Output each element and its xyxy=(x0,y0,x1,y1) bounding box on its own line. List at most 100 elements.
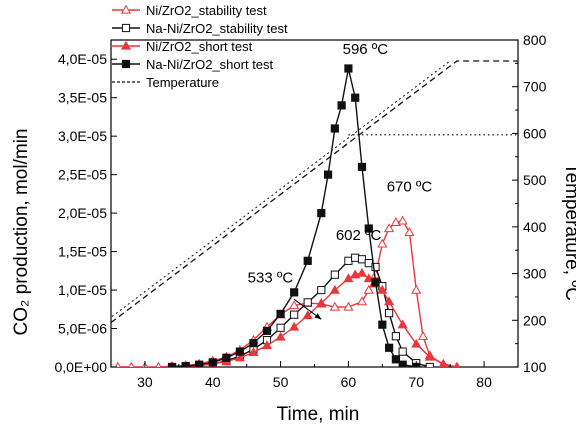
data-point-series-0 xyxy=(155,361,162,367)
y-right-tick-label: 200 xyxy=(523,312,547,328)
temperature-trace-companion xyxy=(111,60,451,318)
peak-temperature-annotation: 533 ºC xyxy=(248,269,294,286)
y-right-tick-label: 500 xyxy=(523,172,547,188)
data-point-series-2 xyxy=(363,273,374,283)
annotation-arrow-head xyxy=(314,313,322,320)
y-right-tick-label: 600 xyxy=(523,125,547,141)
data-point-series-2 xyxy=(275,331,286,341)
data-point-series-3 xyxy=(262,326,272,335)
data-point-series-0 xyxy=(128,361,135,367)
data-point-series-0 xyxy=(404,227,415,237)
x-tick-label: 60 xyxy=(341,374,357,390)
data-point-series-3 xyxy=(290,288,299,297)
data-point-series-1 xyxy=(391,332,400,341)
x-tick-label: 30 xyxy=(137,374,153,390)
data-point-series-2 xyxy=(248,347,259,357)
series-line-2 xyxy=(172,272,458,367)
data-point-series-1 xyxy=(357,255,367,264)
data-point-series-2 xyxy=(453,361,460,367)
data-point-series-3 xyxy=(249,339,258,348)
x-tick-label: 80 xyxy=(476,374,492,390)
data-point-series-1 xyxy=(303,298,312,307)
data-point-series-1 xyxy=(330,270,339,279)
data-point-series-0 xyxy=(417,331,429,340)
y-right-tick-label: 100 xyxy=(523,359,547,375)
data-point-series-1 xyxy=(398,347,407,356)
data-point-series-0 xyxy=(390,217,401,227)
data-point-series-2 xyxy=(261,340,273,350)
data-point-series-3 xyxy=(167,362,177,367)
legend-label-4: Temperature xyxy=(146,75,219,90)
data-point-series-1 xyxy=(364,259,373,268)
data-point-series-3 xyxy=(323,170,333,179)
data-point-series-3 xyxy=(235,347,244,356)
data-point-series-1 xyxy=(344,256,353,265)
x-tick-label: 70 xyxy=(408,374,424,390)
data-point-series-3 xyxy=(181,362,190,367)
data-point-series-0 xyxy=(397,215,408,225)
data-point-series-0 xyxy=(289,300,300,310)
x-axis-title: Time, min xyxy=(277,404,360,425)
data-point-series-2 xyxy=(424,351,435,361)
legend-label-1: Na-Ni/ZrO2_stability test xyxy=(146,21,288,36)
data-point-series-3 xyxy=(222,353,231,362)
data-point-series-3 xyxy=(391,355,400,364)
y-left-tick-label: 3,5E-05 xyxy=(58,90,107,106)
data-point-series-3 xyxy=(276,309,285,319)
peak-temperature-annotation: 596 ºC xyxy=(343,41,389,58)
legend-label-3: Na-Ni/ZrO2_short test xyxy=(146,57,274,72)
data-point-series-3 xyxy=(303,256,312,265)
x-tick-label: 50 xyxy=(273,374,289,390)
y-left-tick-label: 1,5E-05 xyxy=(58,244,107,260)
y-right-tick-label: 800 xyxy=(523,32,547,48)
data-point-series-2 xyxy=(397,319,408,329)
data-point-series-0 xyxy=(329,301,340,311)
y-left-tick-label: 1,0E-05 xyxy=(58,282,107,298)
data-point-series-3 xyxy=(357,162,367,172)
y-left-tick-label: 4,0E-05 xyxy=(58,51,107,67)
data-point-series-2 xyxy=(350,269,361,279)
y-left-tick-label: 2,0E-05 xyxy=(58,205,107,221)
data-point-series-1 xyxy=(385,309,394,318)
data-point-series-0 xyxy=(343,301,354,311)
data-point-series-2 xyxy=(302,310,313,320)
data-point-series-0 xyxy=(384,223,395,233)
y-axis-right-title: Temperature, ºC xyxy=(561,163,576,301)
legend-label-0: Ni/ZrO2_stability test xyxy=(146,3,267,18)
data-point-series-3 xyxy=(371,278,380,287)
data-point-series-0 xyxy=(411,284,422,294)
data-point-series-3 xyxy=(351,93,360,102)
data-point-series-1 xyxy=(290,310,299,319)
y-right-tick-label: 700 xyxy=(523,79,547,95)
legend-marker-2 xyxy=(120,40,132,50)
peak-temperature-annotation: 670 ºC xyxy=(387,179,433,196)
data-point-series-1 xyxy=(317,285,326,295)
y-left-tick-label: 2,5E-05 xyxy=(58,167,107,183)
data-point-series-3 xyxy=(337,101,346,110)
series-line-0 xyxy=(117,220,458,367)
y-right-tick-label: 300 xyxy=(523,266,547,282)
data-point-series-0 xyxy=(114,361,121,367)
data-point-series-3 xyxy=(344,64,353,73)
y-axis-left-title: CO₂ production, mol/min xyxy=(11,129,32,336)
series-line-4 xyxy=(111,60,518,324)
data-point-series-2 xyxy=(411,338,422,348)
legend-label-2: Ni/ZrO2_short test xyxy=(146,39,253,54)
data-point-series-3 xyxy=(317,209,326,218)
data-point-series-1 xyxy=(371,262,380,272)
y-left-tick-label: 5,0E-06 xyxy=(58,321,107,337)
data-point-series-1 xyxy=(425,362,434,367)
data-point-series-0 xyxy=(363,284,374,294)
data-point-series-2 xyxy=(234,352,245,362)
y-left-tick-label: 3,0E-05 xyxy=(58,128,107,144)
data-point-series-3 xyxy=(330,124,339,133)
data-point-series-2 xyxy=(438,358,449,367)
legend-marker-1 xyxy=(121,23,131,33)
data-point-series-2 xyxy=(329,284,340,294)
y-left-tick-label: 0,0E+00 xyxy=(54,359,107,375)
peak-temperature-annotation: 602 ºC xyxy=(336,227,382,244)
data-point-series-2 xyxy=(384,296,395,306)
data-point-series-1 xyxy=(351,253,360,262)
